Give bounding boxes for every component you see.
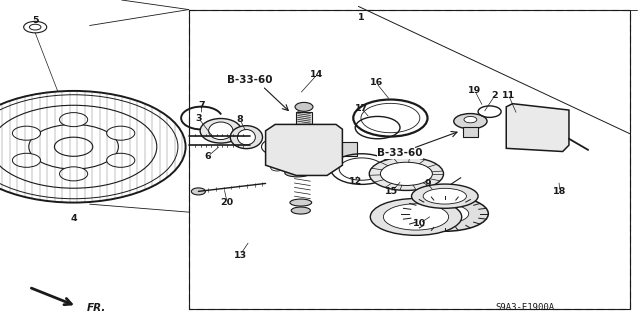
Ellipse shape (454, 114, 487, 129)
Polygon shape (266, 124, 342, 175)
Ellipse shape (369, 157, 444, 190)
Text: 8: 8 (237, 115, 243, 124)
Text: 14: 14 (310, 70, 323, 79)
Circle shape (0, 105, 157, 188)
Text: 18: 18 (554, 187, 566, 196)
Text: 11: 11 (502, 91, 515, 100)
Text: 9: 9 (424, 179, 431, 188)
Bar (296, 112, 312, 124)
Circle shape (518, 115, 531, 121)
Ellipse shape (209, 122, 233, 140)
Circle shape (107, 153, 135, 167)
Ellipse shape (200, 119, 241, 143)
Ellipse shape (421, 204, 468, 223)
Text: 6: 6 (205, 152, 211, 161)
Circle shape (518, 134, 531, 140)
Circle shape (54, 137, 93, 156)
Circle shape (544, 115, 557, 121)
Text: 1: 1 (358, 13, 365, 22)
Text: B-33-60: B-33-60 (377, 148, 423, 158)
Text: FR.: FR. (86, 303, 106, 313)
Circle shape (295, 102, 313, 111)
Ellipse shape (237, 130, 255, 145)
Ellipse shape (401, 196, 488, 231)
Text: 12: 12 (349, 177, 362, 186)
Circle shape (191, 188, 205, 195)
Text: 10: 10 (413, 219, 426, 228)
Circle shape (12, 126, 40, 140)
Circle shape (464, 116, 477, 123)
Circle shape (285, 141, 333, 165)
Circle shape (522, 120, 554, 136)
Text: 2: 2 (492, 91, 498, 100)
Bar (341, 142, 357, 156)
Ellipse shape (291, 207, 310, 214)
Ellipse shape (290, 199, 312, 206)
Text: S9A3-E1900A: S9A3-E1900A (495, 303, 554, 312)
Bar (189, 10, 630, 309)
Text: 17: 17 (355, 104, 368, 113)
Ellipse shape (230, 126, 262, 149)
Text: 15: 15 (385, 187, 398, 196)
Text: 5: 5 (32, 16, 38, 25)
Ellipse shape (380, 162, 433, 185)
Circle shape (60, 113, 88, 127)
Text: 16: 16 (370, 78, 383, 87)
Circle shape (544, 134, 557, 140)
Circle shape (107, 126, 135, 140)
Bar (189, 10, 630, 309)
Ellipse shape (285, 169, 310, 177)
Text: 7: 7 (198, 101, 205, 110)
Circle shape (60, 167, 88, 181)
Text: 20: 20 (221, 198, 234, 207)
Ellipse shape (412, 184, 478, 208)
Bar (463, 127, 478, 137)
Text: B-33-60: B-33-60 (227, 75, 273, 85)
Text: 4: 4 (70, 214, 77, 223)
Polygon shape (506, 104, 569, 152)
Circle shape (270, 142, 289, 152)
Ellipse shape (423, 188, 467, 204)
Circle shape (295, 146, 323, 160)
Text: 3: 3 (195, 114, 202, 122)
Text: 13: 13 (234, 251, 246, 260)
Ellipse shape (371, 198, 461, 235)
Circle shape (29, 124, 118, 169)
Circle shape (12, 153, 40, 167)
Circle shape (435, 209, 454, 219)
Ellipse shape (383, 204, 449, 230)
Text: 19: 19 (468, 86, 481, 95)
Circle shape (262, 138, 298, 156)
